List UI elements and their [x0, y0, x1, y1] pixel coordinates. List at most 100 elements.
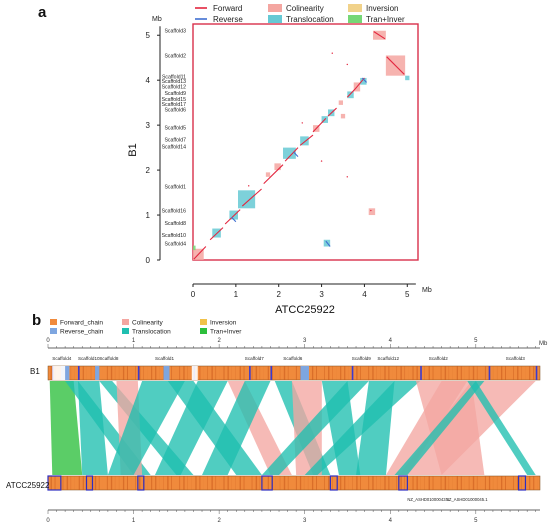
dot-plot-block [283, 147, 296, 159]
alignment-dot [346, 176, 348, 178]
chain-stripe [251, 476, 253, 490]
chain-stripe [283, 366, 286, 380]
chain-stripe [428, 476, 430, 490]
chain-stripe [324, 476, 325, 490]
chain-stripe [171, 366, 173, 380]
chain-stripe [251, 366, 253, 380]
linear-synteny-plot: Forward_chain Colinearity Inversion Reverse… [6, 319, 548, 524]
legend-label: Inversion [366, 4, 398, 13]
alignment-dot [301, 122, 303, 124]
chain-stripe [267, 366, 269, 380]
chain-stripe [151, 366, 153, 380]
dot-plot-block [405, 75, 410, 81]
contig-boundary [137, 475, 145, 491]
scaffold-boundary [249, 366, 251, 380]
scaffold-label: Scaffold2 [429, 356, 449, 361]
dot-plot-block [238, 190, 256, 209]
chain-stripe [396, 476, 398, 490]
top-axis-unit: Mb [539, 341, 548, 347]
contig-boundary [261, 475, 273, 491]
legend-swatch [122, 328, 129, 334]
chain-stripe [211, 476, 213, 490]
forward-alignment [241, 188, 262, 207]
x-axis: 0 1 2 3 4 5 [191, 283, 416, 299]
chain-stripe [384, 476, 386, 490]
top-axis-label: 0 [46, 338, 50, 344]
legend-label: Reverse [213, 15, 243, 24]
bottom-axis-label: 4 [389, 518, 393, 524]
synteny-ribbon [202, 381, 271, 475]
chain-stripe [388, 366, 390, 380]
chain-stripe [295, 476, 297, 490]
x-tick-label: 3 [319, 290, 324, 299]
chain-stripe [529, 476, 531, 490]
chain-stripe [315, 366, 317, 380]
synteny-ribbon [385, 381, 468, 475]
scaffold-label: Scaffold10 [78, 356, 100, 361]
contig-boundary [85, 475, 94, 491]
scaffold-boundary [270, 366, 273, 380]
synteny-dot-plot: Forward Colinearity Inversion Reverse Transl… [127, 4, 432, 316]
chain-stripe [372, 366, 374, 380]
chain-stripe [50, 366, 52, 380]
chain-stripe [223, 366, 225, 380]
scaffold-label: Scaffold6 [164, 107, 186, 113]
scaffold-label: Scaffold16 [162, 209, 187, 215]
chain-stripe [287, 366, 289, 380]
chain-stripe [199, 366, 201, 380]
chain-stripe [368, 476, 370, 490]
scaffold-label: Scaffold13 [162, 79, 187, 85]
y-tick-label: 3 [146, 121, 151, 130]
x-axis-unit: Mb [422, 287, 432, 294]
chain-stripe [211, 366, 213, 380]
bottom-axis: 0 1 2 3 4 5 [46, 509, 540, 524]
bottom-axis-label: 2 [217, 518, 221, 524]
scaffold-label: Scaffold11 [162, 75, 186, 81]
dot-plot-alignments [193, 31, 405, 260]
chain-stripe [484, 476, 486, 490]
top-axis-label: 5 [474, 338, 478, 344]
chain-stripe [468, 476, 470, 490]
legend-label: Reverse_chain [60, 329, 104, 336]
alignment-dot [331, 52, 333, 54]
legend-label: Forward [213, 4, 242, 13]
scaffold-label: Scaffold9 [164, 91, 186, 97]
dot-plot-block [193, 245, 196, 251]
chain-stripe [243, 366, 245, 380]
legend-swatch [348, 15, 362, 23]
dot-plot-area [192, 23, 419, 261]
chain-stripe [404, 476, 406, 490]
chain-stripe [529, 366, 531, 380]
forward-alignment [263, 164, 284, 184]
contig-boundary [47, 475, 62, 491]
forward-alignment [299, 134, 314, 146]
scaffold-label: Scaffold12 [377, 356, 399, 361]
contig-boundary [518, 475, 527, 491]
chain-stripe [324, 366, 325, 380]
chain-stripe [82, 366, 84, 380]
chain-stripe [227, 476, 229, 490]
chain-stripe [122, 476, 125, 490]
contig-boundary [398, 475, 408, 491]
dot-plot-block [368, 208, 376, 216]
legend-label: Inversion [210, 320, 237, 327]
chain-stripe [360, 366, 361, 380]
contig-boundary [329, 475, 338, 491]
track-label-atcc25922: ATCC25922 [6, 481, 50, 490]
chain-stripe [513, 476, 514, 490]
legend-swatch [200, 319, 207, 325]
chain-stripe [416, 366, 418, 380]
scaffold-label: Scaffold12 [162, 84, 187, 90]
legend-swatch [200, 328, 207, 334]
legend-swatch [348, 4, 362, 12]
reverse-alignment [231, 216, 237, 223]
atcc25922-track-bar [47, 475, 541, 491]
dot-plot-block [340, 113, 346, 119]
chain-stripe [183, 476, 185, 490]
x-tick-label: 5 [405, 290, 410, 299]
dot-plot-block [265, 172, 271, 177]
chain-stripe [243, 476, 245, 490]
legend-swatch [268, 4, 282, 12]
scaffold-label: Scaffold1 [155, 356, 175, 361]
